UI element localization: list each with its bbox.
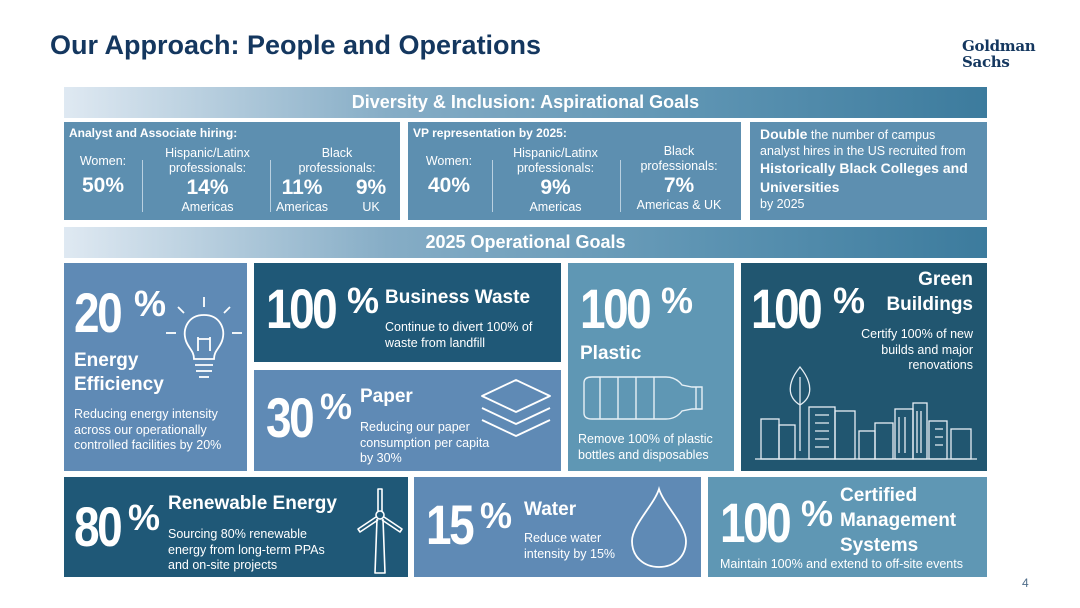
waste-unit: %: [347, 280, 380, 321]
women-value: 50%: [81, 174, 125, 197]
vp-women-label: Women:: [425, 154, 473, 168]
water-title: Water: [524, 499, 577, 520]
water-drop-icon: [631, 485, 687, 568]
green-title-line2: Buildings: [886, 294, 973, 315]
water-value: 15: [426, 493, 475, 556]
business-waste-card: 100 % Business Waste Continue to divert …: [254, 263, 561, 362]
double-bold: Double: [760, 126, 808, 142]
renewable-value: 80: [74, 495, 123, 558]
hbcu-goal-panel: Double the number of campus analyst hire…: [750, 122, 987, 220]
green-buildings-card: 100 % Green Buildings Certify 100% of ne…: [741, 263, 987, 471]
vp-hispanic-label: Hispanic/Latinx professionals:: [513, 146, 598, 175]
energy-value: 20: [74, 281, 123, 344]
green-value: 100: [751, 277, 823, 340]
plastic-unit: %: [661, 280, 694, 321]
vp-hispanic: Hispanic/Latinx professionals: 9% Americ…: [498, 146, 613, 214]
vp-representation-panel: VP representation by 2025: Women: 40% Hi…: [408, 122, 741, 220]
double-by: by 2025: [760, 197, 805, 211]
vp-black: Black professionals: 7% Americas & UK: [626, 144, 732, 212]
certified-management-card: 100 % Certified Management Systems Maint…: [708, 477, 987, 577]
black-americas-value: 11%: [281, 176, 323, 199]
green-unit: %: [833, 280, 866, 321]
energy-title-line2: Efficiency: [74, 374, 164, 395]
page-title: Our Approach: People and Operations: [50, 30, 542, 60]
analyst-hispanic: Hispanic/Latinx professionals: 14% Ameri…: [150, 146, 265, 214]
vp-black-region: Americas & UK: [636, 198, 722, 212]
paper-title: Paper: [360, 386, 413, 407]
certified-desc: Maintain 100% and extend to off-site eve…: [720, 557, 963, 571]
black-uk-value: 9%: [355, 176, 387, 199]
paper-unit: %: [320, 386, 353, 427]
water-card: 15 % Water Reduce water intensity by 15%: [414, 477, 701, 577]
bottle-icon: [583, 376, 703, 420]
green-desc: Certify 100% of new builds and major ren…: [861, 327, 973, 372]
paper-desc: Reducing our paper consumption per capit…: [360, 420, 490, 465]
renewable-title: Renewable Energy: [168, 493, 337, 514]
plastic-desc: Remove 100% of plastic bottles and dispo…: [578, 432, 713, 462]
energy-title-line1: Energy: [74, 350, 139, 371]
analyst-heading: Analyst and Associate hiring:: [69, 126, 238, 140]
women-label: Women:: [79, 154, 127, 168]
certified-title-line3: Systems: [840, 535, 919, 556]
plastic-title: Plastic: [580, 343, 642, 364]
vp-black-value: 7%: [663, 174, 695, 197]
hispanic-label: Hispanic/Latinx professionals:: [165, 146, 250, 175]
energy-title: Energy Efficiency: [74, 349, 164, 397]
ops-bar: 2025 Operational Goals: [64, 227, 987, 258]
renewable-unit: %: [128, 497, 161, 538]
city-skyline-icon: [755, 365, 977, 460]
renewable-desc: Sourcing 80% renewable energy from long-…: [168, 527, 325, 572]
green-title-line1: Green: [918, 269, 973, 290]
certified-title: Certified Management Systems: [840, 483, 956, 558]
black-label: Black professionals:: [298, 146, 376, 175]
waste-title: Business Waste: [385, 287, 531, 308]
vp-hispanic-region: Americas: [529, 200, 582, 214]
hbcu-bold: Historically Black Colleges and Universi…: [760, 160, 968, 195]
black-americas-region: Americas: [275, 200, 329, 214]
wind-turbine-icon: [357, 488, 403, 574]
double-text: the number of campus analyst hires in th…: [760, 128, 966, 158]
certified-title-line2: Management: [840, 510, 957, 531]
dni-bar: Diversity & Inclusion: Aspirational Goal…: [64, 87, 987, 118]
hispanic-region: Americas: [181, 200, 234, 214]
plastic-card: 100 % Plastic Remove 100% of plastic bot…: [568, 263, 734, 471]
certified-title-line1: Certified: [840, 485, 918, 506]
analyst-hiring-panel: Analyst and Associate hiring: Women: 50%…: [64, 122, 400, 220]
waste-desc: Continue to divert 100% of waste from la…: [385, 320, 533, 350]
vp-hispanic-value: 9%: [540, 176, 571, 199]
vp-women: Women: 40%: [408, 146, 490, 198]
paper-value: 30: [266, 386, 315, 449]
paper-stack-icon: [481, 379, 551, 437]
vp-black-label: Black professionals:: [640, 144, 718, 173]
plastic-value: 100: [580, 277, 652, 340]
paper-card: 30 % Paper Reducing our paper consumptio…: [254, 370, 561, 471]
certified-value: 100: [720, 491, 792, 554]
goldman-sachs-logo: Goldman Sachs: [962, 37, 1036, 71]
analyst-women: Women: 50%: [64, 146, 142, 198]
certified-unit: %: [801, 493, 834, 534]
logo-line-1: Goldman: [962, 37, 1036, 55]
water-unit: %: [480, 495, 513, 536]
black-uk-region: UK: [362, 200, 380, 214]
energy-unit: %: [134, 283, 167, 324]
energy-efficiency-card: 20 % Energy Efficiency Reducing energy i…: [64, 263, 247, 471]
water-desc: Reduce water intensity by 15%: [524, 531, 616, 561]
hispanic-value: 14%: [186, 176, 229, 199]
lightbulb-icon: [166, 297, 242, 378]
vp-heading: VP representation by 2025:: [413, 126, 567, 140]
waste-value: 100: [266, 277, 338, 340]
vp-women-value: 40%: [427, 174, 471, 197]
green-title: Green Buildings: [886, 267, 973, 317]
logo-line-2: Sachs: [962, 53, 1010, 71]
analyst-black: Black professionals: 11% Americas 9% UK: [272, 146, 400, 214]
renewable-energy-card: 80 % Renewable Energy Sourcing 80% renew…: [64, 477, 408, 577]
page-number: 4: [1022, 576, 1029, 590]
energy-desc: Reducing energy intensity across our ope…: [74, 407, 222, 452]
